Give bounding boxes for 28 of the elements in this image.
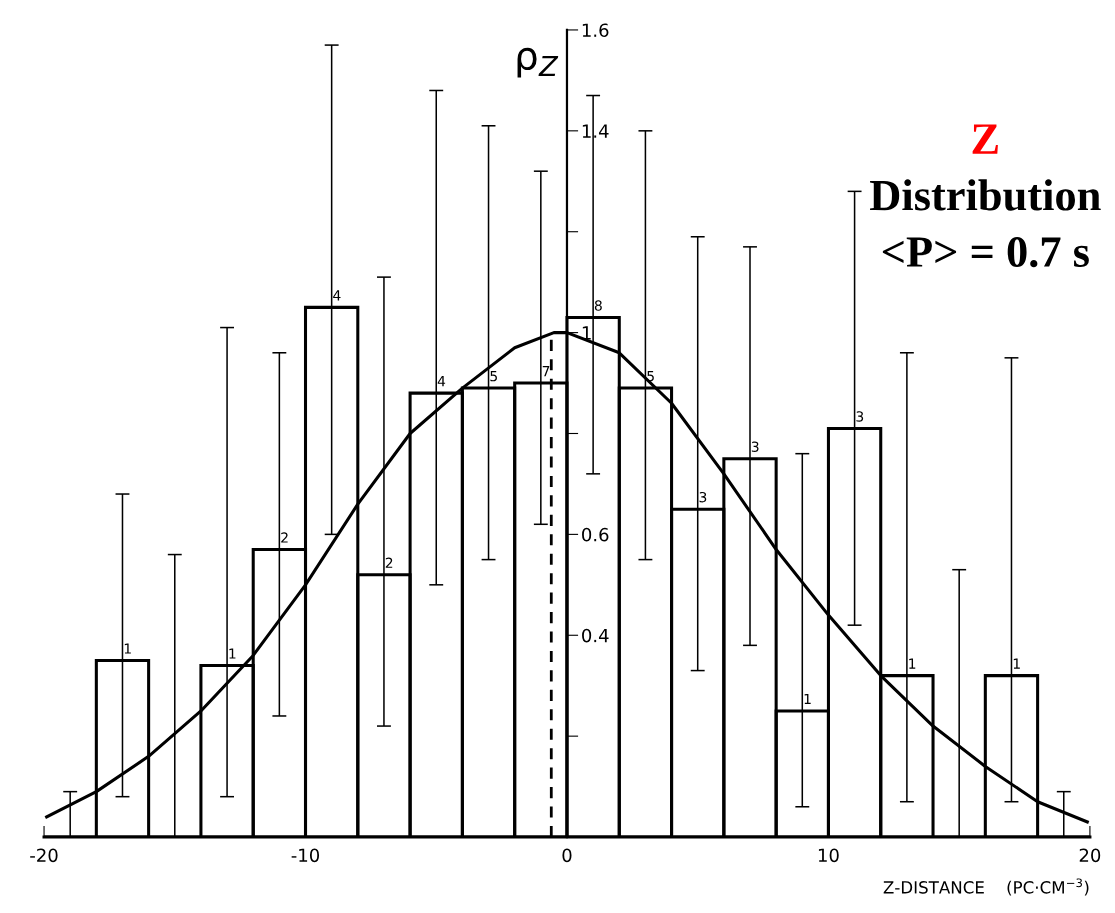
y-tick-label: 1.6	[582, 23, 609, 38]
annotation: 1	[909, 658, 916, 669]
annotation: 1	[229, 648, 236, 659]
annotation: 7	[542, 366, 550, 377]
annotation: 2	[281, 532, 288, 543]
annotation: 4	[437, 376, 446, 387]
annotation: <P> = 0.7 s	[882, 237, 1089, 268]
annotation: 1	[804, 693, 811, 705]
annotation: 8	[594, 300, 602, 311]
x-axis-title: Z-DISTANCE (PC·CM$^{−3}$)	[883, 878, 1089, 896]
annotation: 3	[856, 411, 864, 422]
annotation: 1	[1013, 658, 1020, 669]
x-tick-label: 20	[1079, 848, 1101, 863]
annotation: Z	[972, 124, 998, 154]
annotation: 1	[124, 643, 131, 654]
x-tick-label: -10	[291, 848, 320, 863]
annotation: 5	[490, 371, 497, 382]
annotation: Distribution	[870, 179, 1101, 211]
x-tick-label: 10	[818, 848, 839, 863]
y-tick-label: 0.6	[582, 527, 609, 542]
x-tick-label: 0	[562, 848, 572, 863]
y-axis-title: ρ$_{Z}$	[517, 47, 559, 78]
annotation: 3	[699, 491, 707, 503]
x-tick-label: -20	[30, 848, 58, 863]
annotation: 3	[751, 441, 759, 452]
annotation: 4	[333, 290, 341, 301]
y-tick-label: 0.4	[582, 628, 609, 643]
annotation: 2	[385, 557, 393, 568]
